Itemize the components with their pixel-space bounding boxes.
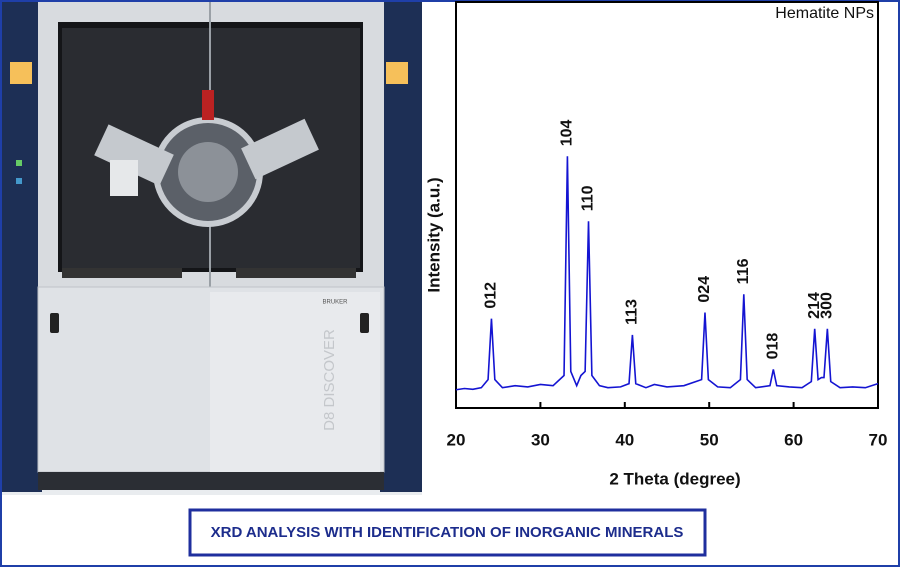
peak-label: 110 bbox=[580, 185, 597, 211]
peak-label: 214 bbox=[806, 292, 823, 319]
series-label: Hematite NPs bbox=[775, 5, 874, 22]
x-tick-label: 60 bbox=[784, 430, 803, 449]
chart-panel bbox=[422, 2, 898, 495]
x-tick-label: 30 bbox=[531, 430, 550, 449]
x-tick-label: 50 bbox=[700, 430, 719, 449]
x-tick-label: 40 bbox=[615, 430, 634, 449]
x-tick-label: 20 bbox=[447, 430, 466, 449]
xrd-line bbox=[455, 156, 879, 391]
brand: BRUKER bbox=[322, 300, 348, 306]
x-axis-label: 2 Theta (degree) bbox=[609, 469, 740, 488]
peak-label: 116 bbox=[735, 258, 752, 284]
x-tick-label: 70 bbox=[869, 430, 888, 449]
model-label: D8 DISCOVER bbox=[321, 329, 338, 431]
caption-box bbox=[188, 508, 707, 557]
plot-frame bbox=[455, 1, 879, 409]
peak-label: 300 bbox=[819, 292, 836, 319]
peak-label: 012 bbox=[483, 282, 500, 309]
y-axis-label: Intensity (a.u.) bbox=[424, 177, 443, 292]
instrument-photo: BRUKER D8 DISCOVER bbox=[2, 2, 422, 495]
caption: XRD ANALYSIS WITH IDENTIFICATION OF INOR… bbox=[211, 524, 684, 541]
peak-label: 024 bbox=[696, 276, 713, 303]
peak-label: 104 bbox=[559, 119, 576, 146]
peak-label: 018 bbox=[765, 333, 782, 360]
peak-label: 113 bbox=[624, 299, 641, 325]
